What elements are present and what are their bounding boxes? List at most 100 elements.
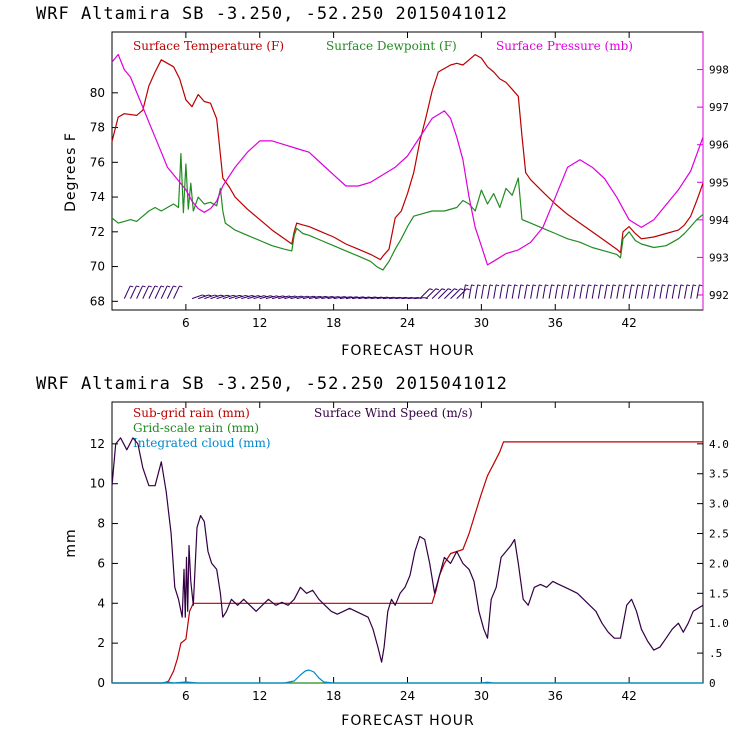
y-tick-label: 2: [97, 636, 105, 650]
legend-integrated-cloud: Integrated cloud (mm): [133, 436, 271, 450]
wind-barb-staff: [437, 288, 449, 299]
right-tick-label: 4.0: [709, 438, 729, 451]
wind-barb-flag: [686, 284, 691, 287]
wind-barb-staff: [616, 284, 620, 299]
x-tick-label: 18: [326, 689, 341, 703]
wind-barb-staff: [123, 285, 131, 299]
wind-barb-staff: [474, 284, 479, 299]
wind-barb: [468, 284, 475, 299]
wind-barb-staff: [456, 288, 468, 299]
right-tick-label: 998: [709, 64, 729, 77]
legend-grid-scale-rain: Grid-scale rain (mm): [133, 421, 259, 435]
wind-barb-staff: [671, 284, 676, 299]
wind-barb-staff: [425, 288, 437, 299]
wind-barb-staff: [419, 288, 431, 299]
wind-barb-flag: [448, 288, 452, 291]
wind-barb-flag: [674, 284, 678, 287]
right-tick-label: 1.0: [709, 617, 729, 630]
panel2-title: WRF Altamira SB -3.250, -52.250 20150410…: [36, 374, 508, 394]
wind-barb: [616, 284, 623, 299]
wind-barb: [634, 284, 641, 299]
wind-barb-flag: [557, 284, 561, 287]
wind-barb-staff: [665, 284, 669, 299]
wind-barb: [548, 284, 555, 299]
wind-barb-staff: [407, 297, 419, 300]
x-tick-label: 30: [474, 316, 489, 330]
right-tick-label: 993: [709, 251, 729, 264]
wind-barb-flag: [699, 284, 703, 287]
wind-barb-staff: [487, 284, 491, 299]
wind-barb-staff: [517, 284, 522, 299]
wind-barb-staff: [536, 284, 540, 299]
wind-barb-staff: [352, 296, 364, 300]
wind-barb: [671, 284, 678, 299]
wind-barb-staff: [647, 284, 651, 299]
wind-barb: [653, 284, 660, 299]
y-tick-label: 10: [90, 477, 105, 491]
wind-barb-staff: [382, 296, 394, 300]
wind-barb-flag: [612, 284, 617, 287]
wind-barb-staff: [247, 295, 259, 300]
y-tick-label: 68: [90, 294, 105, 308]
wind-barb-flag: [551, 284, 555, 287]
series-subgrid-rain: [112, 441, 703, 684]
wind-barb-flag: [649, 284, 654, 287]
series-dewpoint: [111, 153, 704, 271]
wind-barb-staff: [604, 284, 608, 299]
right-tick-label: 994: [709, 214, 729, 227]
wind-barb-staff: [228, 294, 240, 300]
wind-barb: [173, 285, 183, 299]
y-tick-label: 8: [97, 517, 105, 531]
wind-barb-flag: [148, 285, 152, 288]
wind-barb: [511, 284, 518, 299]
series-pressure: [111, 53, 704, 266]
wind-barb-flag: [167, 285, 171, 288]
wind-barb-staff: [265, 295, 277, 300]
right-tick-label: 0: [709, 677, 716, 690]
panel1-frame: [111, 31, 704, 311]
wind-barb-staff: [444, 288, 455, 299]
wind-barb-staff: [327, 296, 339, 300]
series-temperature: [111, 53, 704, 261]
wind-barb: [696, 284, 703, 299]
right-tick-label: 2.0: [709, 557, 729, 570]
wind-barb-staff: [560, 284, 565, 299]
panel1-x-axis-label: FORECAST HOUR: [341, 343, 474, 359]
wind-barb-staff: [622, 284, 626, 299]
wind-barb: [425, 288, 440, 299]
wind-barb: [640, 284, 648, 299]
wind-barb-staff: [450, 288, 461, 299]
wind-barb-staff: [234, 294, 246, 300]
wind-barb: [450, 288, 464, 299]
y-tick-label: 4: [97, 596, 105, 610]
wind-barb-staff: [388, 296, 401, 300]
wind-barb-staff: [634, 284, 639, 299]
wind-barb-staff: [154, 285, 162, 299]
panel1-y-axis-label: Degrees F: [63, 132, 79, 212]
wind-barb: [474, 284, 481, 299]
wind-barb-staff: [530, 284, 534, 299]
precipitation-panel: WRF Altamira SB -3.250, -52.250 20150410…: [36, 374, 729, 729]
wind-barb-flag: [142, 285, 146, 288]
y-tick-label: 80: [90, 86, 105, 100]
wind-barb-staff: [591, 284, 596, 299]
wind-barb-staff: [173, 285, 180, 299]
wind-barb-staff: [480, 284, 485, 299]
wind-barb-flag: [637, 284, 641, 287]
wind-barb-staff: [216, 294, 228, 300]
wind-barb-staff: [345, 296, 357, 300]
right-tick-label: 995: [709, 176, 729, 189]
wind-barb-staff: [585, 284, 589, 299]
wind-barb: [597, 284, 604, 299]
wind-barb-staff: [659, 284, 663, 299]
wind-barb-staff: [271, 295, 283, 300]
wind-barb: [647, 284, 654, 299]
wind-barb-flag: [662, 284, 666, 287]
wind-barb-staff: [315, 295, 327, 300]
wind-barb-staff: [191, 294, 203, 300]
wind-barb: [160, 285, 171, 299]
wind-barb-flag: [435, 288, 440, 291]
wind-barb-staff: [395, 296, 407, 300]
x-tick-label: 6: [182, 316, 190, 330]
wind-barb: [142, 285, 152, 299]
